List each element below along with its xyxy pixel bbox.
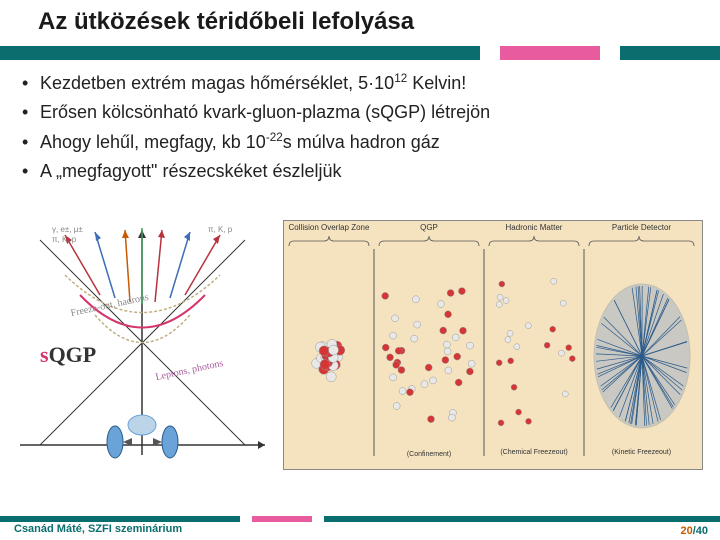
panel-label-0: Collision Overlap Zone xyxy=(284,223,374,232)
panel-sub-3: (Kinetic Freezeout) xyxy=(584,449,699,456)
bullet-1: •Erősen kölcsönható kvark-gluon-plazma (… xyxy=(22,102,702,123)
bar-seg-1 xyxy=(0,46,480,60)
bullet-text: A „megfagyott" részecskéket észleljük xyxy=(40,161,342,182)
overlap-zone xyxy=(312,339,345,381)
footer-text: Csanád Máté, SZFI szeminárium xyxy=(0,523,182,535)
cone-label-left2: π, K, p xyxy=(52,235,77,244)
panel-sub-2: (Chemical Freezeout) xyxy=(484,449,584,456)
spacetime-cone-figure: γ, e±, μ± π, K, p π, K, p Freeze-out, ha… xyxy=(10,220,275,475)
bullet-0: •Kezdetben extrém magas hőmérséklet, 5·1… xyxy=(22,72,702,94)
panel-label-3: Particle Detector xyxy=(584,223,699,232)
footer: Csanád Máté, SZFI szeminárium 20/40 xyxy=(0,518,720,540)
sqgp-label: sQGP xyxy=(40,342,96,368)
bullet-list: •Kezdetben extrém magas hőmérséklet, 5·1… xyxy=(22,72,702,190)
panel-label-2: Hadronic Matter xyxy=(484,223,584,232)
panel-sub-1: (Confinement) xyxy=(374,451,484,458)
bar-seg-4 xyxy=(600,46,620,60)
bar-seg-3 xyxy=(500,46,600,60)
page-total: /40 xyxy=(693,525,708,537)
evolution-svg xyxy=(284,221,704,471)
title-underline-bar xyxy=(0,46,720,60)
cone-label-left1: γ, e±, μ± xyxy=(52,225,83,234)
figure-row: γ, e±, μ± π, K, p π, K, p Freeze-out, ha… xyxy=(10,220,710,485)
page-current: 20 xyxy=(680,525,692,537)
bullet-dot: • xyxy=(22,73,40,94)
collision-evolution-figure: Collision Overlap Zone QGP (Confinement)… xyxy=(283,220,703,470)
bullet-dot: • xyxy=(22,161,40,182)
panel-label-1: QGP xyxy=(374,223,484,232)
cone-label-right: π, K, p xyxy=(208,225,233,234)
sqgp-rest: QGP xyxy=(49,342,97,367)
bullet-2: •Ahogy lehűl, megfagy, kb 10-22s múlva h… xyxy=(22,131,702,153)
bullet-dot: • xyxy=(22,102,40,123)
bullet-text: Erősen kölcsönható kvark-gluon-plazma (s… xyxy=(40,102,490,123)
page-number: 20/40 xyxy=(680,525,708,537)
bullet-text: Kezdetben extrém magas hőmérséklet, 5·10… xyxy=(40,72,466,94)
bar-seg-5 xyxy=(620,46,720,60)
qgp-zone xyxy=(382,288,475,423)
slide-title: Az ütközések téridőbeli lefolyása xyxy=(38,8,720,36)
hadronic-zone xyxy=(496,278,575,426)
detector xyxy=(594,284,690,428)
bullet-dot: • xyxy=(22,132,40,153)
bar-seg-2 xyxy=(480,46,500,60)
bullet-text: Ahogy lehűl, megfagy, kb 10-22s múlva ha… xyxy=(40,131,440,153)
bullet-3: •A „megfagyott" részecskéket észleljük xyxy=(22,161,702,182)
sqgp-s: s xyxy=(40,342,49,367)
